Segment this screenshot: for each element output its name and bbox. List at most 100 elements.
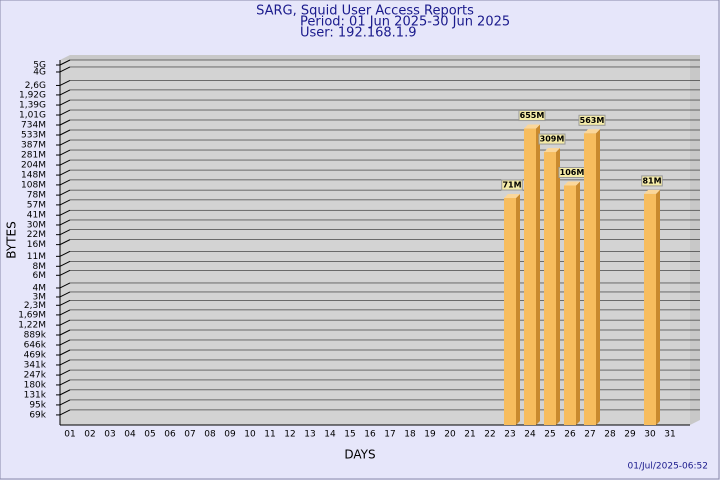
y-tick-label: 533M [21,131,46,141]
y-tick-label: 4M [33,283,47,293]
grid-line [59,409,71,416]
y-tick-label: 2,3M [24,301,46,311]
x-tick-label: 24 [524,430,536,440]
x-tick-label: 28 [604,430,616,440]
bar-top [644,189,660,194]
y-tick-label: 30M [27,220,46,230]
grid-line [59,399,71,406]
x-tick-label: 07 [184,430,195,440]
value-label-box [538,133,566,145]
x-tick-label: 08 [204,430,216,440]
grid-line [59,209,71,216]
y-tick-label: 646k [24,340,47,350]
x-tick-label: 26 [564,430,576,440]
value-label: 655M [520,111,545,120]
grid-line [59,282,71,289]
x-tick-label: 16 [364,430,376,440]
x-tick-label: 29 [624,430,636,440]
bar-side [656,189,660,425]
y-tick-label: 131k [24,390,47,400]
grid-line [59,339,71,346]
grid-line [59,199,71,206]
y-tick-label: 1,22M [18,321,46,331]
grid-line [59,389,71,396]
grid-line [59,59,71,66]
x-tick-label: 10 [244,430,256,440]
y-tick-label: 57M [27,200,46,210]
y-tick-label: 180k [24,380,47,390]
x-tick-label: 06 [164,430,176,440]
x-tick-label: 02 [84,430,95,440]
y-tick-label: 734M [21,120,46,130]
grid-line [59,299,71,306]
subtitle: Period: 01 Jun 2025-30 Jun 2025 [300,15,510,30]
grid-line [59,66,71,73]
value-label-box [518,110,546,122]
bar [544,152,556,425]
grid-line [59,109,71,116]
y-tick-label: 889k [24,331,47,341]
bar-side [516,194,520,425]
y-tick-label: 1,92G [19,90,46,100]
grid-line [59,189,71,196]
grid-line [59,159,71,166]
grid-line [59,119,71,126]
value-label: 71M [502,181,521,190]
x-tick-label: 31 [664,430,675,440]
grid-line [59,239,71,246]
y-tick-label: 69k [29,410,46,420]
bar-top [564,181,580,186]
y-tick-label: 469k [24,351,47,361]
y-tick-label: 16M [27,240,46,250]
x-tick-label: 20 [444,430,456,440]
grid-line [59,359,71,366]
x-tick-label: 23 [504,430,515,440]
value-label: 309M [540,135,565,144]
y-tick-label: 281M [21,151,46,161]
y-tick-label: 1,69M [18,310,46,320]
grid-line [59,80,71,86]
value-label: 106M [560,168,585,177]
bar-top [544,148,560,153]
grid-line [59,149,71,156]
grid-line [59,329,71,336]
chart-title: SARG, Squid User Access Reports [256,4,474,19]
y-axis-label: BYTES [5,221,19,258]
y-tick-label: 2,6G [25,81,46,91]
bar-side [596,129,600,425]
y-tick-label: 11M [27,252,46,262]
x-tick-label: 17 [384,430,395,440]
grid-line [59,269,71,276]
grid-line [59,369,71,376]
bar [564,185,576,425]
grid-line [59,349,71,356]
y-tick-label: 78M [27,191,46,201]
x-tick-label: 04 [124,430,136,440]
y-tick-label: 204M [21,161,46,171]
x-tick-label: 05 [144,430,155,440]
y-tick-label: 1,01G [19,111,46,121]
y-tick-label: 108M [21,180,46,190]
y-tick-label: 3M [33,292,47,302]
bar-top [504,194,520,199]
footer: 01/Jul/2025-06:52 [628,462,708,472]
grid-line [59,219,71,226]
bar-top [524,124,540,129]
y-tick-label: 247k [24,371,47,381]
x-tick-label: 01 [64,430,75,440]
grid-line [59,169,71,176]
grid-line [59,99,71,106]
value-label: 81M [642,176,661,185]
grid-line [59,291,71,298]
bar-side [576,181,580,425]
y-tick-label: 148M [21,171,46,181]
x-tick-label: 27 [584,430,595,440]
value-label-box [641,175,663,187]
bar [524,128,536,426]
y-tick-label: 4G [33,67,46,77]
bar [584,133,596,425]
x-tick-label: 09 [224,430,236,440]
grid-line [59,129,71,136]
grid-line [59,260,71,267]
